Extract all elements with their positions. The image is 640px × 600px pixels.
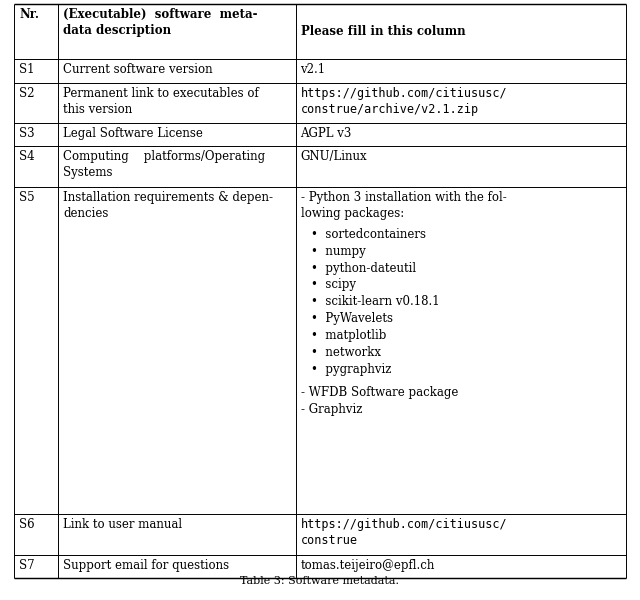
Text: Permanent link to executables of
this version: Permanent link to executables of this ve… [63, 86, 259, 116]
Text: - Graphviz: - Graphviz [301, 403, 362, 416]
Text: •  networkx: • networkx [310, 346, 381, 359]
Text: tomas.teijeiro@epfl.ch: tomas.teijeiro@epfl.ch [301, 559, 435, 572]
Text: •  scipy: • scipy [310, 278, 356, 292]
Text: https://github.com/citiususc/
construe: https://github.com/citiususc/ construe [301, 518, 507, 547]
Text: •  PyWavelets: • PyWavelets [310, 312, 392, 325]
Text: •  sortedcontainers: • sortedcontainers [310, 228, 426, 241]
Text: •  matplotlib: • matplotlib [310, 329, 386, 342]
Text: Legal Software License: Legal Software License [63, 127, 203, 140]
Text: Link to user manual: Link to user manual [63, 518, 182, 531]
Text: S3: S3 [19, 127, 35, 140]
Text: S6: S6 [19, 518, 35, 531]
Text: Table 3: Software metadata.: Table 3: Software metadata. [241, 576, 399, 586]
Text: S1: S1 [19, 63, 35, 76]
Text: S7: S7 [19, 559, 35, 572]
Text: v2.1: v2.1 [301, 63, 326, 76]
Text: •  numpy: • numpy [310, 245, 365, 258]
Text: - Python 3 installation with the fol-
lowing packages:: - Python 3 installation with the fol- lo… [301, 191, 506, 220]
Text: Current software version: Current software version [63, 63, 212, 76]
Text: S4: S4 [19, 151, 35, 163]
Text: (Executable)  software  meta-
data description: (Executable) software meta- data descrip… [63, 8, 257, 37]
Text: •  pygraphviz: • pygraphviz [310, 363, 391, 376]
Text: GNU/Linux: GNU/Linux [301, 151, 367, 163]
Text: S2: S2 [19, 86, 35, 100]
Text: Installation requirements & depen-
dencies: Installation requirements & depen- denci… [63, 191, 273, 220]
Text: •  python-dateutil: • python-dateutil [310, 262, 415, 275]
Text: AGPL v3: AGPL v3 [301, 127, 352, 140]
Text: Nr.: Nr. [19, 8, 39, 21]
Text: https://github.com/citiususc/
construe/archive/v2.1.zip: https://github.com/citiususc/ construe/a… [301, 86, 507, 116]
Text: Computing    platforms/Operating
Systems: Computing platforms/Operating Systems [63, 151, 265, 179]
Text: - WFDB Software package: - WFDB Software package [301, 386, 458, 399]
Text: Support email for questions: Support email for questions [63, 559, 229, 572]
Text: S5: S5 [19, 191, 35, 204]
Text: •  scikit-learn v0.18.1: • scikit-learn v0.18.1 [310, 295, 439, 308]
Text: Please fill in this column: Please fill in this column [301, 25, 465, 38]
